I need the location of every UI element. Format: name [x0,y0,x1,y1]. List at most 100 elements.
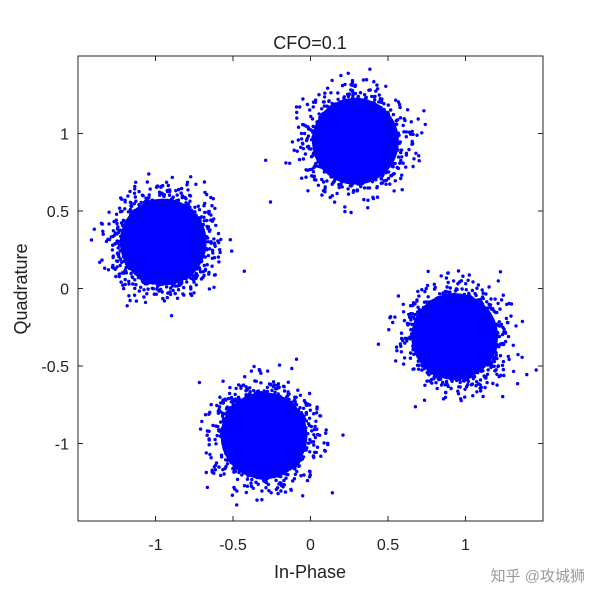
scatter-point [145,201,149,206]
scatter-point [131,265,136,269]
scatter-point [376,148,381,152]
scatter-point [159,287,163,292]
scatter-point [158,208,162,213]
scatter-point [160,252,164,257]
scatter-point [366,162,371,166]
scatter-point [318,129,322,133]
scatter-point [331,109,335,113]
scatter-point [212,256,217,260]
scatter-point [324,121,329,125]
scatter-point [157,283,161,287]
scatter-point [203,255,207,259]
scatter-point [305,137,309,141]
scatter-point [350,162,354,166]
scatter-point [215,433,219,438]
scatter-point [92,227,97,231]
scatter-point [114,218,119,222]
scatter-point [188,258,192,262]
scatter-point [185,280,189,284]
scatter-point [139,285,143,289]
scatter-point [311,170,316,174]
scatter-point [344,141,348,145]
scatter-point [202,263,206,268]
scatter-point [165,255,170,259]
scatter-point [205,263,209,267]
scatter-point [188,194,193,198]
scatter-point [175,237,180,242]
scatter-point [367,145,371,149]
scatter-point [337,112,341,117]
scatter-point [361,170,366,175]
scatter-point [167,193,172,197]
scatter-point [330,123,334,128]
scatter-point [120,242,125,246]
scatter-point [146,236,150,240]
scatter-point [188,205,192,209]
scatter-point [133,278,137,282]
scatter-point [142,259,147,263]
scatter-point [412,157,416,161]
scatter-point [389,108,393,112]
scatter-point [115,227,120,231]
scatter-point [192,238,196,242]
scatter-point [328,165,333,170]
scatter-point [397,141,402,145]
scatter-point [234,386,238,391]
scatter-point [405,108,410,112]
scatter-point [123,282,127,287]
scatter-point [177,275,182,280]
scatter-point [155,213,159,217]
scatter-point [381,133,385,137]
scatter-point [377,111,381,115]
scatter-point [181,206,185,210]
scatter-point [264,158,268,162]
scatter-point [304,168,308,172]
scatter-point [119,221,124,225]
scatter-point [202,180,207,184]
scatter-point [307,127,311,131]
scatter-point [203,240,207,244]
scatter-point [361,150,365,155]
scatter-point [384,84,388,89]
scatter-point [324,431,328,435]
scatter-point [183,266,187,270]
scatter-point [400,173,404,177]
scatter-point [128,247,132,251]
scatter-point [345,92,350,97]
scatter-point [208,247,212,251]
scatter-point [151,239,155,243]
scatter-point [185,209,189,213]
scatter-point [353,134,357,138]
scatter-point [334,108,338,112]
scatter-point [306,144,311,148]
scatter-point [380,144,385,148]
scatter-point [212,237,216,241]
scatter-point [417,159,421,163]
scatter-point [129,229,133,233]
scatter-point [260,498,264,502]
scatter-point [266,369,270,373]
scatter-point [399,150,403,155]
scatter-point [188,245,193,250]
scatter-point [115,259,119,263]
scatter-point [166,274,170,278]
scatter-point [174,256,178,260]
scatter-point [300,176,304,180]
scatter-point [312,433,316,437]
scatter-point [146,270,150,274]
scatter-point [366,206,370,210]
scatter-point [228,238,232,242]
scatter-point [150,246,155,250]
scatter-point [173,267,177,271]
scatter-point [360,128,364,132]
scatter-point [217,260,221,264]
scatter-point [221,379,225,383]
scatter-point [334,157,338,161]
scatter-point [362,93,367,97]
scatter-point [162,299,167,303]
scatter-point [311,124,315,129]
scatter-point [386,176,391,181]
scatter-point [109,235,114,239]
scatter-point [364,78,369,82]
scatter-point [129,201,133,205]
